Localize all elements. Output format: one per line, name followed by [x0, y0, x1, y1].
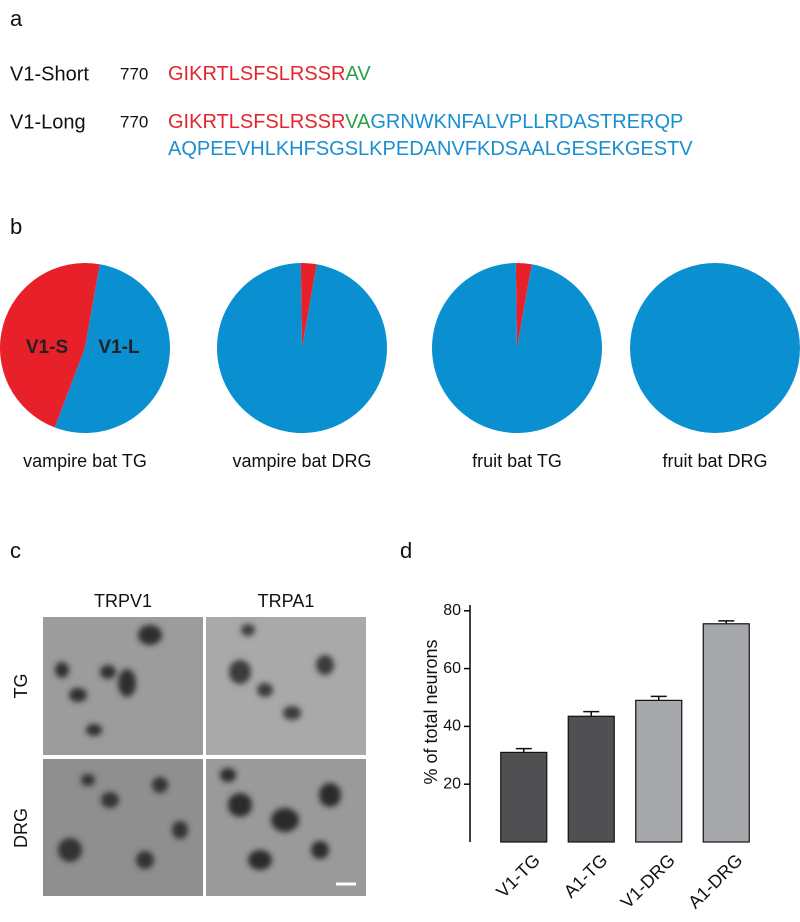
slice-label: V1-S — [26, 337, 68, 358]
y-tick-label: 40 — [443, 718, 461, 735]
stained-cells — [229, 624, 334, 720]
pie-title: vampire bat TG — [23, 451, 147, 471]
stained-cells — [58, 774, 188, 869]
row-label: DRG — [11, 808, 31, 848]
sequence-line: AQPEEVHLKHFSGSLKPEDANVFKDSAALGESEKGESTV — [168, 138, 693, 160]
x-tick-label: V1-DRG — [617, 850, 679, 912]
y-tick-label: 80 — [443, 602, 461, 619]
pie-slice — [0, 263, 100, 428]
pie-title: fruit bat TG — [472, 451, 562, 471]
panel-label: a — [10, 6, 23, 31]
sequence-segment: AV — [345, 63, 371, 85]
y-tick-label: 60 — [443, 660, 461, 677]
panel-label: d — [400, 538, 412, 563]
error-bar — [650, 695, 667, 701]
pie-title: fruit bat DRG — [662, 451, 767, 471]
panel-label: c — [10, 538, 21, 563]
stained-cells — [220, 768, 341, 870]
pie-slice — [630, 263, 800, 433]
pie — [0, 263, 171, 433]
sequence-line: GIKRTLSFSLRSSRAV — [168, 63, 371, 85]
bar — [635, 699, 683, 843]
sequence-line: GIKRTLSFSLRSSRVAGRNWKNFALVPLLRDASTRERQP — [168, 111, 683, 133]
sequence-name: V1-Short — [10, 63, 89, 85]
bar — [567, 715, 615, 843]
x-tick-label: A1-DRG — [684, 850, 746, 912]
sequence-segment: GRNWKNFALVPLLRDASTRERQP — [370, 111, 683, 133]
panel-label: b — [10, 214, 22, 239]
pie-slice — [300, 263, 317, 348]
micrograph — [206, 617, 366, 755]
pie-slice — [515, 263, 532, 348]
y-tick-label: 20 — [443, 775, 461, 792]
pie-slice — [431, 263, 602, 433]
row-label: TG — [11, 674, 31, 699]
bar — [500, 751, 548, 843]
sequence-start: 770 — [120, 112, 148, 131]
pie — [216, 263, 387, 433]
slice-label: V1-L — [98, 337, 140, 358]
pie-title: vampire bat DRG — [232, 451, 371, 471]
sequence-segment: GIKRTLSFSLRSSR — [168, 111, 345, 133]
column-label: TRPV1 — [94, 591, 152, 611]
error-bar — [515, 747, 532, 753]
sequence-segment: VA — [345, 111, 371, 133]
sequence-start: 770 — [120, 64, 148, 83]
pie — [431, 263, 602, 433]
pie — [630, 263, 800, 433]
column-label: TRPA1 — [258, 591, 315, 611]
x-tick-label: A1-TG — [560, 850, 612, 902]
sequence-name: V1-Long — [10, 111, 86, 133]
error-bar — [583, 710, 600, 717]
pie-slice — [216, 263, 387, 433]
sequence-segment: GIKRTLSFSLRSSR — [168, 63, 345, 85]
stained-cells — [55, 625, 162, 736]
y-axis-label: % of total neurons — [421, 639, 441, 784]
error-bar — [718, 620, 735, 624]
sequence-segment: AQPEEVHLKHFSGSLKPEDANVFKDSAALGESEKGESTV — [168, 138, 693, 160]
micrograph-grid — [43, 617, 366, 896]
bar — [702, 623, 750, 843]
x-tick-label: V1-TG — [492, 850, 544, 902]
pie-slice — [54, 264, 171, 433]
